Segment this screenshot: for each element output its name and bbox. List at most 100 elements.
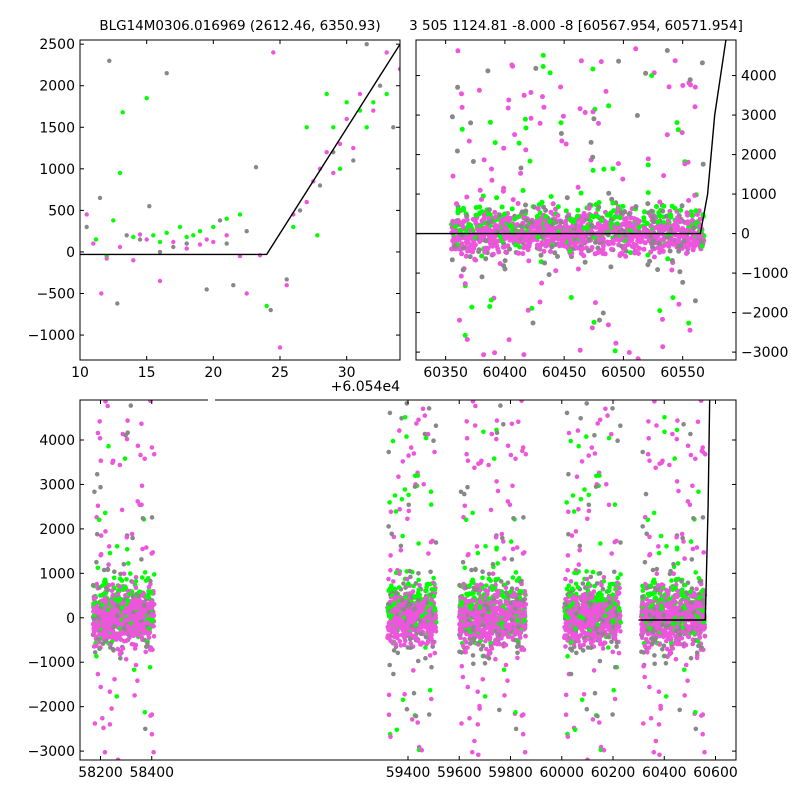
data-point [548, 249, 553, 254]
data-point [492, 140, 498, 146]
data-point [427, 625, 433, 630]
data-point [500, 535, 505, 541]
data-point [590, 66, 596, 72]
data-point [636, 245, 642, 251]
data-point [139, 575, 145, 580]
data-point [140, 621, 146, 627]
data-point [157, 239, 163, 245]
data-point [102, 510, 108, 516]
data-point [521, 515, 526, 520]
data-point [618, 572, 623, 577]
data-point [471, 661, 476, 667]
data-point [489, 166, 494, 172]
data-point [404, 603, 410, 609]
data-point [452, 224, 458, 230]
data-point [495, 238, 500, 244]
data-point [483, 256, 489, 262]
data-point [580, 648, 586, 653]
data-point [479, 218, 485, 224]
data-point [121, 626, 127, 631]
data-point [428, 502, 434, 507]
data-point [118, 656, 123, 661]
data-point [590, 569, 596, 575]
data-point [120, 646, 126, 651]
data-point [133, 630, 139, 635]
data-point [455, 48, 461, 54]
data-point [543, 214, 549, 220]
data-point [426, 551, 431, 556]
data-point [465, 552, 471, 558]
data-point [699, 243, 705, 249]
data-point [140, 516, 146, 521]
data-point [634, 217, 640, 223]
data-point [132, 646, 138, 651]
data-point [515, 201, 521, 206]
data-point [417, 623, 423, 628]
data-point [672, 58, 678, 64]
data-point [99, 592, 105, 598]
data-point [424, 614, 429, 619]
data-point [601, 575, 607, 580]
data-point [119, 605, 125, 610]
data-point [643, 70, 649, 76]
data-point [668, 214, 674, 220]
data-point [99, 598, 104, 603]
data-point [112, 569, 117, 574]
data-point [472, 423, 478, 428]
data-point [433, 423, 439, 429]
data-point [410, 589, 416, 594]
data-point [141, 607, 147, 613]
data-point [508, 539, 514, 544]
data-point [590, 109, 596, 115]
data-point [412, 473, 418, 479]
data-point [520, 613, 525, 619]
data-point [142, 456, 147, 462]
data-point [392, 493, 398, 498]
data-point [96, 517, 102, 523]
data-point [494, 479, 499, 484]
data-point [388, 553, 393, 558]
data-point [678, 207, 684, 213]
data-point [384, 91, 389, 97]
data-point [578, 221, 584, 227]
data-point [477, 620, 482, 626]
data-point [124, 547, 130, 552]
data-point [141, 602, 147, 608]
data-point [449, 257, 455, 263]
data-point [692, 298, 698, 304]
data-point [649, 208, 654, 214]
data-point [99, 602, 105, 608]
data-point [649, 73, 655, 79]
data-point [126, 561, 131, 566]
data-point [521, 352, 527, 358]
data-point [113, 617, 118, 622]
data-point [493, 577, 499, 582]
data-point [337, 166, 343, 171]
x-offset-label: +6.054e4 [331, 379, 400, 395]
data-point [417, 583, 422, 588]
data-point [591, 589, 597, 594]
data-point [479, 458, 484, 464]
data-point [123, 656, 129, 662]
data-point [392, 600, 398, 606]
data-point [470, 232, 476, 237]
data-point [459, 91, 464, 97]
data-point [148, 617, 153, 622]
data-point [135, 499, 140, 504]
data-point [503, 642, 509, 648]
data-point [371, 100, 376, 105]
data-point [144, 594, 150, 599]
data-point [568, 438, 573, 444]
data-point [430, 538, 435, 544]
data-point [591, 668, 597, 673]
data-point [297, 208, 303, 213]
data-point [538, 252, 544, 258]
data-point [95, 607, 101, 612]
data-point [473, 205, 479, 210]
data-point [645, 262, 651, 268]
data-point [579, 246, 585, 252]
data-point [485, 607, 491, 612]
data-point [117, 583, 122, 589]
data-point [386, 524, 391, 529]
data-point [424, 595, 429, 600]
